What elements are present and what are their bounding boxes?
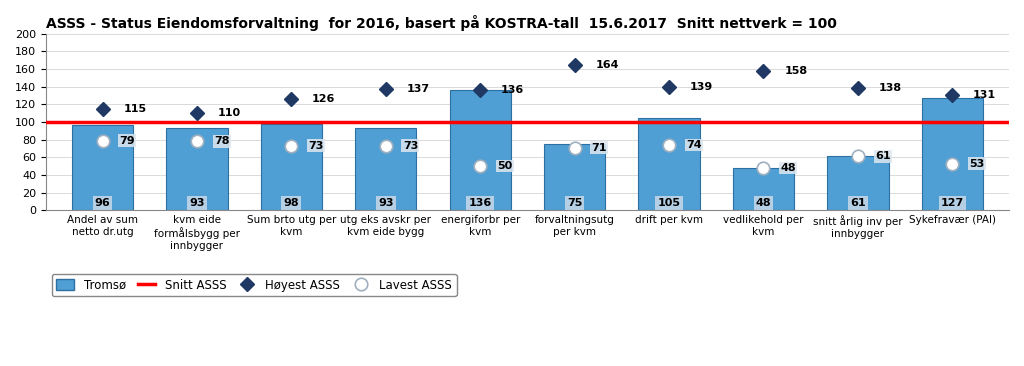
Bar xyxy=(72,126,133,210)
Bar xyxy=(261,124,322,210)
Text: 137: 137 xyxy=(407,84,430,94)
Text: 131: 131 xyxy=(973,90,996,100)
Text: 78: 78 xyxy=(214,137,229,146)
Text: 164: 164 xyxy=(595,60,618,70)
Text: 73: 73 xyxy=(308,141,324,151)
Text: 158: 158 xyxy=(784,66,807,76)
Text: 61: 61 xyxy=(874,152,891,161)
Text: 79: 79 xyxy=(120,135,135,146)
Text: 126: 126 xyxy=(312,94,336,104)
Text: 53: 53 xyxy=(970,158,985,168)
Bar xyxy=(733,168,795,210)
Bar xyxy=(638,117,699,210)
Text: 71: 71 xyxy=(592,143,607,153)
Text: 61: 61 xyxy=(850,198,865,208)
Text: 136: 136 xyxy=(469,198,492,208)
Text: 138: 138 xyxy=(879,83,902,93)
Text: 127: 127 xyxy=(941,198,964,208)
Text: 136: 136 xyxy=(501,85,524,95)
Bar xyxy=(827,156,889,210)
Text: 93: 93 xyxy=(189,198,205,208)
Text: 105: 105 xyxy=(657,198,681,208)
Text: 73: 73 xyxy=(402,141,418,151)
Text: 48: 48 xyxy=(780,163,796,173)
Bar xyxy=(922,98,983,210)
Text: 74: 74 xyxy=(686,140,701,150)
Bar xyxy=(544,144,605,210)
Text: 98: 98 xyxy=(284,198,299,208)
Bar xyxy=(450,90,511,210)
Text: 48: 48 xyxy=(756,198,771,208)
Text: 50: 50 xyxy=(498,161,512,171)
Text: ASSS - Status Eiendomsforvaltning  for 2016, basert på KOSTRA-tall  15.6.2017  S: ASSS - Status Eiendomsforvaltning for 20… xyxy=(46,15,837,31)
Legend: Tromsø, Snitt ASSS, Høyest ASSS, Lavest ASSS: Tromsø, Snitt ASSS, Høyest ASSS, Lavest … xyxy=(52,274,457,296)
Bar xyxy=(166,128,227,210)
Text: 139: 139 xyxy=(690,82,713,93)
Text: 110: 110 xyxy=(218,108,241,118)
Text: 96: 96 xyxy=(94,198,111,208)
Text: 75: 75 xyxy=(567,198,583,208)
Text: 115: 115 xyxy=(123,104,146,114)
Bar xyxy=(355,128,417,210)
Text: 93: 93 xyxy=(378,198,393,208)
